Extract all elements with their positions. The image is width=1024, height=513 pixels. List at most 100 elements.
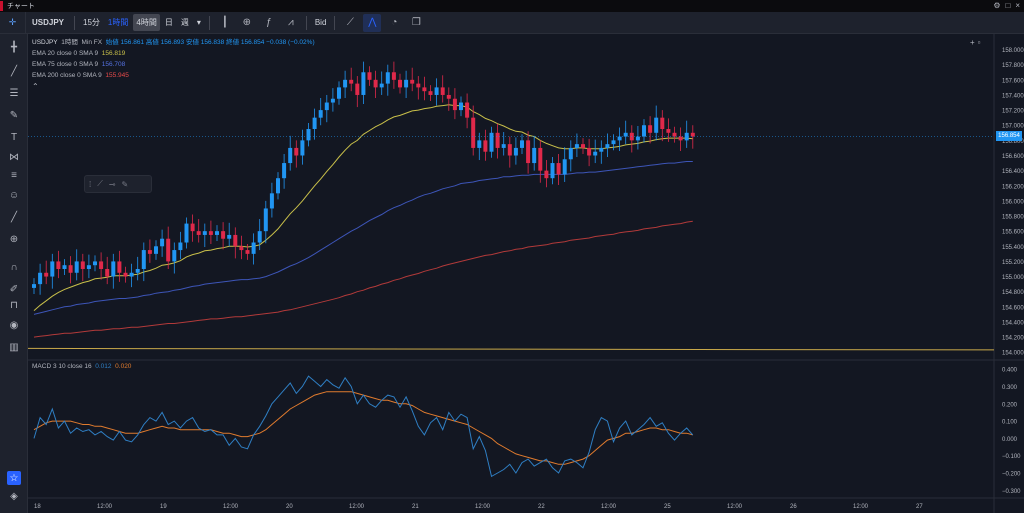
palette-icon[interactable]: ◔	[391, 17, 398, 28]
timeframe-4h[interactable]: 4時間	[133, 14, 160, 31]
macd-label: MACD 3 10 close 16	[32, 363, 92, 370]
candle-body	[147, 250, 152, 254]
pattern-icon[interactable]: ⋈	[9, 151, 19, 163]
macd-legend[interactable]: MACD 3 10 close 16 0.012 0.020	[32, 363, 131, 370]
top-toolbar: ✛ USDJPY 15分 1時間 4時間 日 週 ▾ ┃ ⊕ ƒ ⩘ Bid ⟋…	[0, 11, 1024, 34]
time-tick-label: 18	[34, 504, 41, 510]
timeframe-day[interactable]: 日	[164, 18, 173, 27]
magnet-icon[interactable]: ∩	[10, 261, 18, 273]
candle-body	[80, 261, 85, 269]
candle-body	[300, 140, 305, 156]
candle-body	[690, 132, 695, 137]
candle-body	[129, 272, 134, 277]
scale-settings-icon[interactable]: ▫	[977, 38, 981, 47]
maximize-icon[interactable]: □	[1005, 1, 1011, 10]
eye-icon[interactable]: ◉	[9, 319, 19, 331]
close-icon[interactable]: ×	[1015, 1, 1020, 10]
candle-body	[105, 268, 110, 277]
current-price-label: 156.854	[996, 131, 1022, 142]
ruler-icon[interactable]: ╱	[10, 211, 18, 223]
candle-body	[294, 147, 299, 156]
macd-value: 0.012	[95, 363, 112, 370]
candle-body	[227, 234, 232, 239]
layers-icon[interactable]: ◈	[10, 490, 18, 502]
candle-type-icon[interactable]: ┃	[221, 17, 228, 28]
brush-icon[interactable]: ✎	[9, 109, 19, 121]
star-icon[interactable]: ☆	[7, 471, 21, 485]
lock-icon[interactable]: ⊓	[10, 299, 18, 311]
timeframe-dropdown[interactable]: ▾	[196, 18, 201, 27]
indicator-ema75[interactable]: EMA 75 close 0 SMA 9 156.708	[32, 59, 315, 70]
copy-icon[interactable]: ❐	[411, 17, 421, 28]
candle-body	[141, 250, 146, 269]
candle-body	[410, 79, 415, 84]
symbol-selector[interactable]: USDJPY	[32, 18, 65, 27]
ema75-label: EMA 75 close 0 SMA 9	[32, 61, 99, 68]
time-tick-label: 12:00	[601, 504, 617, 510]
add-plus-icon[interactable]: +	[970, 38, 975, 47]
lock-draw-icon[interactable]: ✐	[9, 283, 19, 295]
ema20-value: 156.819	[101, 50, 126, 57]
price-tick-label: 156.000	[1002, 199, 1024, 205]
trendline-icon[interactable]: ╱	[10, 65, 18, 77]
price-tick-label: 158.000	[1002, 48, 1024, 54]
settings-icon[interactable]: ⚙	[993, 1, 1001, 10]
price-tick-label: 155.000	[1002, 275, 1024, 281]
chart-canvas[interactable]: 158.000 157.800 157.600 157.400 157.200 157.0…	[28, 34, 1024, 513]
divider	[208, 15, 210, 30]
ema200-line	[33, 220, 693, 338]
time-tick-label: 12:00	[475, 504, 491, 510]
macd-tick-label: 0.200	[1002, 402, 1018, 408]
timeframe-15m[interactable]: 15分	[83, 18, 100, 27]
candle-body	[489, 132, 494, 152]
candle-body	[93, 261, 97, 266]
candle-body	[398, 79, 402, 88]
candle-body	[385, 72, 390, 84]
candle-body	[355, 83, 360, 95]
candle-body	[635, 136, 640, 141]
compare-icon[interactable]: ⩘	[288, 17, 294, 28]
trash-icon[interactable]: ▥	[9, 341, 19, 353]
candle-body	[135, 268, 140, 273]
price-tick-label: 154.600	[1002, 305, 1024, 311]
candle-body	[611, 140, 616, 145]
candle-body	[574, 144, 579, 148]
timeframe-week[interactable]: 週	[180, 18, 189, 27]
indicator-ema200[interactable]: EMA 200 close 0 SMA 9 155.945	[32, 70, 315, 81]
legend-collapse-icon[interactable]: ⌃	[32, 82, 39, 91]
zoom-icon[interactable]: ⊕	[9, 233, 19, 245]
candle-body	[318, 110, 323, 118]
forecast-icon[interactable]: ≡	[11, 169, 17, 181]
indicator-ema20[interactable]: EMA 20 close 0 SMA 9 156.819	[32, 48, 315, 59]
add-indicator-icon[interactable]: ⊕	[242, 17, 252, 28]
candle-body	[257, 231, 262, 243]
fib-icon[interactable]: ☰	[9, 87, 19, 99]
candle-body	[550, 163, 555, 179]
candle-body	[221, 231, 226, 239]
candle-body	[593, 151, 598, 156]
alert-chart-icon[interactable]: ⋀	[363, 13, 382, 32]
candle-body	[154, 246, 158, 254]
crosshair-icon[interactable]: ╋	[10, 41, 18, 53]
drag-handle-icon[interactable]: ⁞	[89, 179, 92, 189]
brush-tool-icon[interactable]: ✎	[121, 179, 129, 189]
candle-body	[111, 261, 116, 277]
time-tick-label: 12:00	[97, 504, 113, 510]
crosshair-mode-button[interactable]: ✛	[0, 11, 26, 34]
candle-body	[391, 72, 396, 80]
price-type-bid[interactable]: Bid	[314, 18, 327, 27]
emoji-icon[interactable]: ☺	[8, 189, 20, 201]
candle-body	[306, 129, 311, 141]
time-tick-label: 12:00	[853, 504, 869, 510]
macd-signal-value: 0.020	[115, 363, 132, 370]
text-icon[interactable]: T	[10, 131, 18, 143]
candle-body	[282, 163, 287, 179]
horizontal-ray-icon[interactable]: ⊸	[108, 179, 116, 189]
timeframe-1h[interactable]: 1時間	[107, 18, 129, 27]
candle-body	[196, 231, 201, 235]
macd-tick-label: −0.300	[1002, 489, 1021, 495]
line-chart-icon[interactable]: ⟋	[346, 17, 354, 28]
trendline-tool-icon[interactable]: ⟋	[97, 179, 103, 188]
function-icon[interactable]: ƒ	[266, 17, 272, 28]
candle-body	[245, 250, 250, 254]
